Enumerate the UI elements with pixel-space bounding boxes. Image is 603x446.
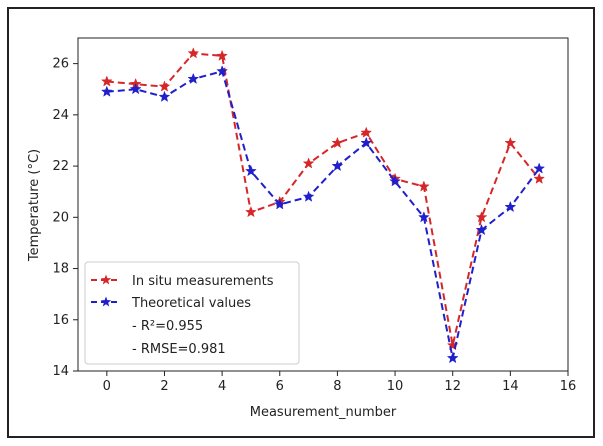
data-point-theoretical: [216, 65, 229, 77]
series-theoretical: [100, 65, 546, 364]
data-point-theoretical: [533, 162, 546, 174]
data-point-in-situ: [100, 75, 113, 87]
x-tick-label: 2: [160, 379, 168, 394]
series-line-theoretical: [106, 70, 540, 359]
data-point-theoretical: [446, 351, 459, 364]
legend-marker-in-situ: [100, 274, 112, 285]
data-point-theoretical: [245, 164, 257, 177]
data-point-theoretical: [187, 72, 200, 85]
data-point-in-situ: [187, 47, 200, 59]
data-point-theoretical: [360, 136, 373, 149]
data-point-in-situ: [331, 136, 344, 149]
data-point-theoretical: [389, 175, 401, 187]
y-tick-label: 20: [52, 210, 69, 225]
data-point-in-situ: [533, 172, 546, 184]
x-tick-label: 10: [387, 379, 404, 394]
y-tick-label: 16: [52, 313, 69, 328]
y-tick-label: 24: [52, 108, 69, 123]
y-tick-label: 14: [52, 364, 69, 379]
legend-marker-theoretical: [100, 296, 112, 307]
x-tick-label: 4: [218, 379, 226, 394]
data-point-theoretical: [129, 83, 142, 95]
data-point-theoretical: [475, 223, 488, 236]
y-tick-label: 22: [52, 159, 69, 174]
x-tick-label: 0: [103, 379, 111, 394]
data-point-in-situ: [302, 157, 315, 169]
data-point-in-situ: [158, 80, 171, 92]
data-point-in-situ: [360, 126, 373, 138]
legend-label-theoretical: Theoretical values: [131, 296, 251, 311]
data-point-in-situ: [475, 211, 488, 223]
legend-label-in-situ: In situ measurements: [132, 274, 274, 289]
legend-box: [84, 261, 300, 365]
data-point-in-situ: [417, 180, 430, 192]
figure-frame: [7, 7, 595, 438]
series-layer: [100, 47, 546, 364]
x-tick-label: 14: [502, 379, 519, 394]
x-tick-label: 12: [444, 379, 461, 394]
legend-rmse: - RMSE=0.981: [132, 342, 226, 357]
series-line-in-situ: [106, 52, 540, 346]
x-tick-label: 16: [560, 379, 577, 394]
data-point-theoretical: [302, 190, 315, 202]
data-point-theoretical: [331, 159, 344, 172]
y-tick-label: 26: [52, 57, 69, 72]
x-tick-label: 8: [333, 379, 341, 394]
x-tick-label: 6: [276, 379, 284, 394]
y-tick-label: 18: [52, 262, 69, 277]
data-point-theoretical: [158, 90, 171, 102]
data-point-theoretical: [417, 211, 430, 223]
y-axis-title: Temperature (°C): [27, 149, 42, 262]
legend-r-squared: - R²=0.955: [132, 319, 203, 334]
data-point-in-situ: [504, 136, 517, 149]
data-point-theoretical: [504, 200, 517, 213]
data-point-in-situ: [216, 49, 229, 61]
data-point-theoretical: [273, 198, 286, 210]
data-point-in-situ: [245, 205, 257, 218]
x-axis-title: Measurement_number: [250, 405, 397, 420]
data-point-theoretical: [100, 85, 113, 97]
legend: In situ measurements Theoretical values …: [84, 261, 300, 365]
plot-area: [77, 37, 569, 372]
